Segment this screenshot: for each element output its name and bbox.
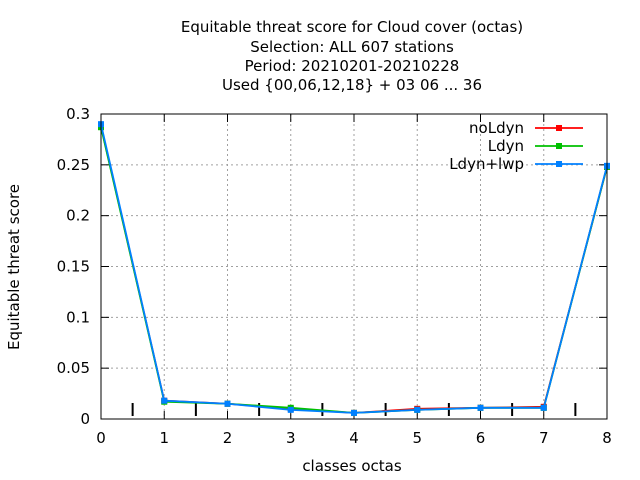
legend-marker — [556, 161, 562, 167]
series-ldyn-lwp — [98, 121, 610, 416]
x-tick-label: 2 — [223, 429, 233, 447]
x-tick-label: 4 — [349, 429, 359, 447]
data-point — [477, 404, 484, 411]
plot-frame — [100, 113, 608, 420]
legend-label: Ldyn — [488, 137, 524, 155]
x-tick-label: 7 — [539, 429, 549, 447]
legend-label: noLdyn — [469, 119, 524, 137]
legend-marker — [556, 125, 562, 131]
data-point — [287, 406, 294, 413]
data-point — [161, 397, 168, 404]
axis-ticks: 0 1 2 3 4 5 6 7 8 0 0.05 0.1 0.15 0.2 0.25 0.3 — [57, 105, 612, 447]
y-axis-label: Equitable threat score — [5, 184, 23, 350]
grid — [101, 114, 607, 419]
y-tick-label: 0.15 — [57, 258, 90, 276]
x-axis-label: classes octas — [302, 457, 402, 475]
x-tick-label: 0 — [96, 429, 106, 447]
chart-title-line-2: Selection: ALL 607 stations — [250, 38, 454, 56]
y-tick-label: 0.1 — [66, 308, 90, 326]
x-tick-label: 1 — [159, 429, 169, 447]
x-tick-label: 5 — [412, 429, 422, 447]
x-tick-label: 8 — [602, 429, 612, 447]
chart-title-line-4: Used {00,06,12,18} + 03 06 ... 36 — [222, 76, 482, 94]
legend-marker — [556, 143, 562, 149]
data-point — [351, 409, 357, 416]
y-tick-label: 0.05 — [57, 359, 90, 377]
y-tick-label: 0.3 — [66, 105, 90, 123]
chart-title-line-3: Period: 20210201-20210228 — [245, 57, 460, 75]
data-point — [224, 400, 231, 407]
legend-label: Ldyn+lwp — [449, 155, 524, 173]
data-point — [414, 406, 421, 413]
y-tick-label: 0.25 — [57, 156, 90, 174]
y-tick-label: 0 — [80, 410, 90, 428]
data-point — [540, 404, 547, 411]
series-layer — [98, 121, 610, 416]
x-tick-label: 3 — [286, 429, 296, 447]
chart-title-line-1: Equitable threat score for Cloud cover (… — [181, 18, 523, 36]
x-tick-label: 6 — [476, 429, 486, 447]
y-tick-label: 0.2 — [66, 207, 90, 225]
